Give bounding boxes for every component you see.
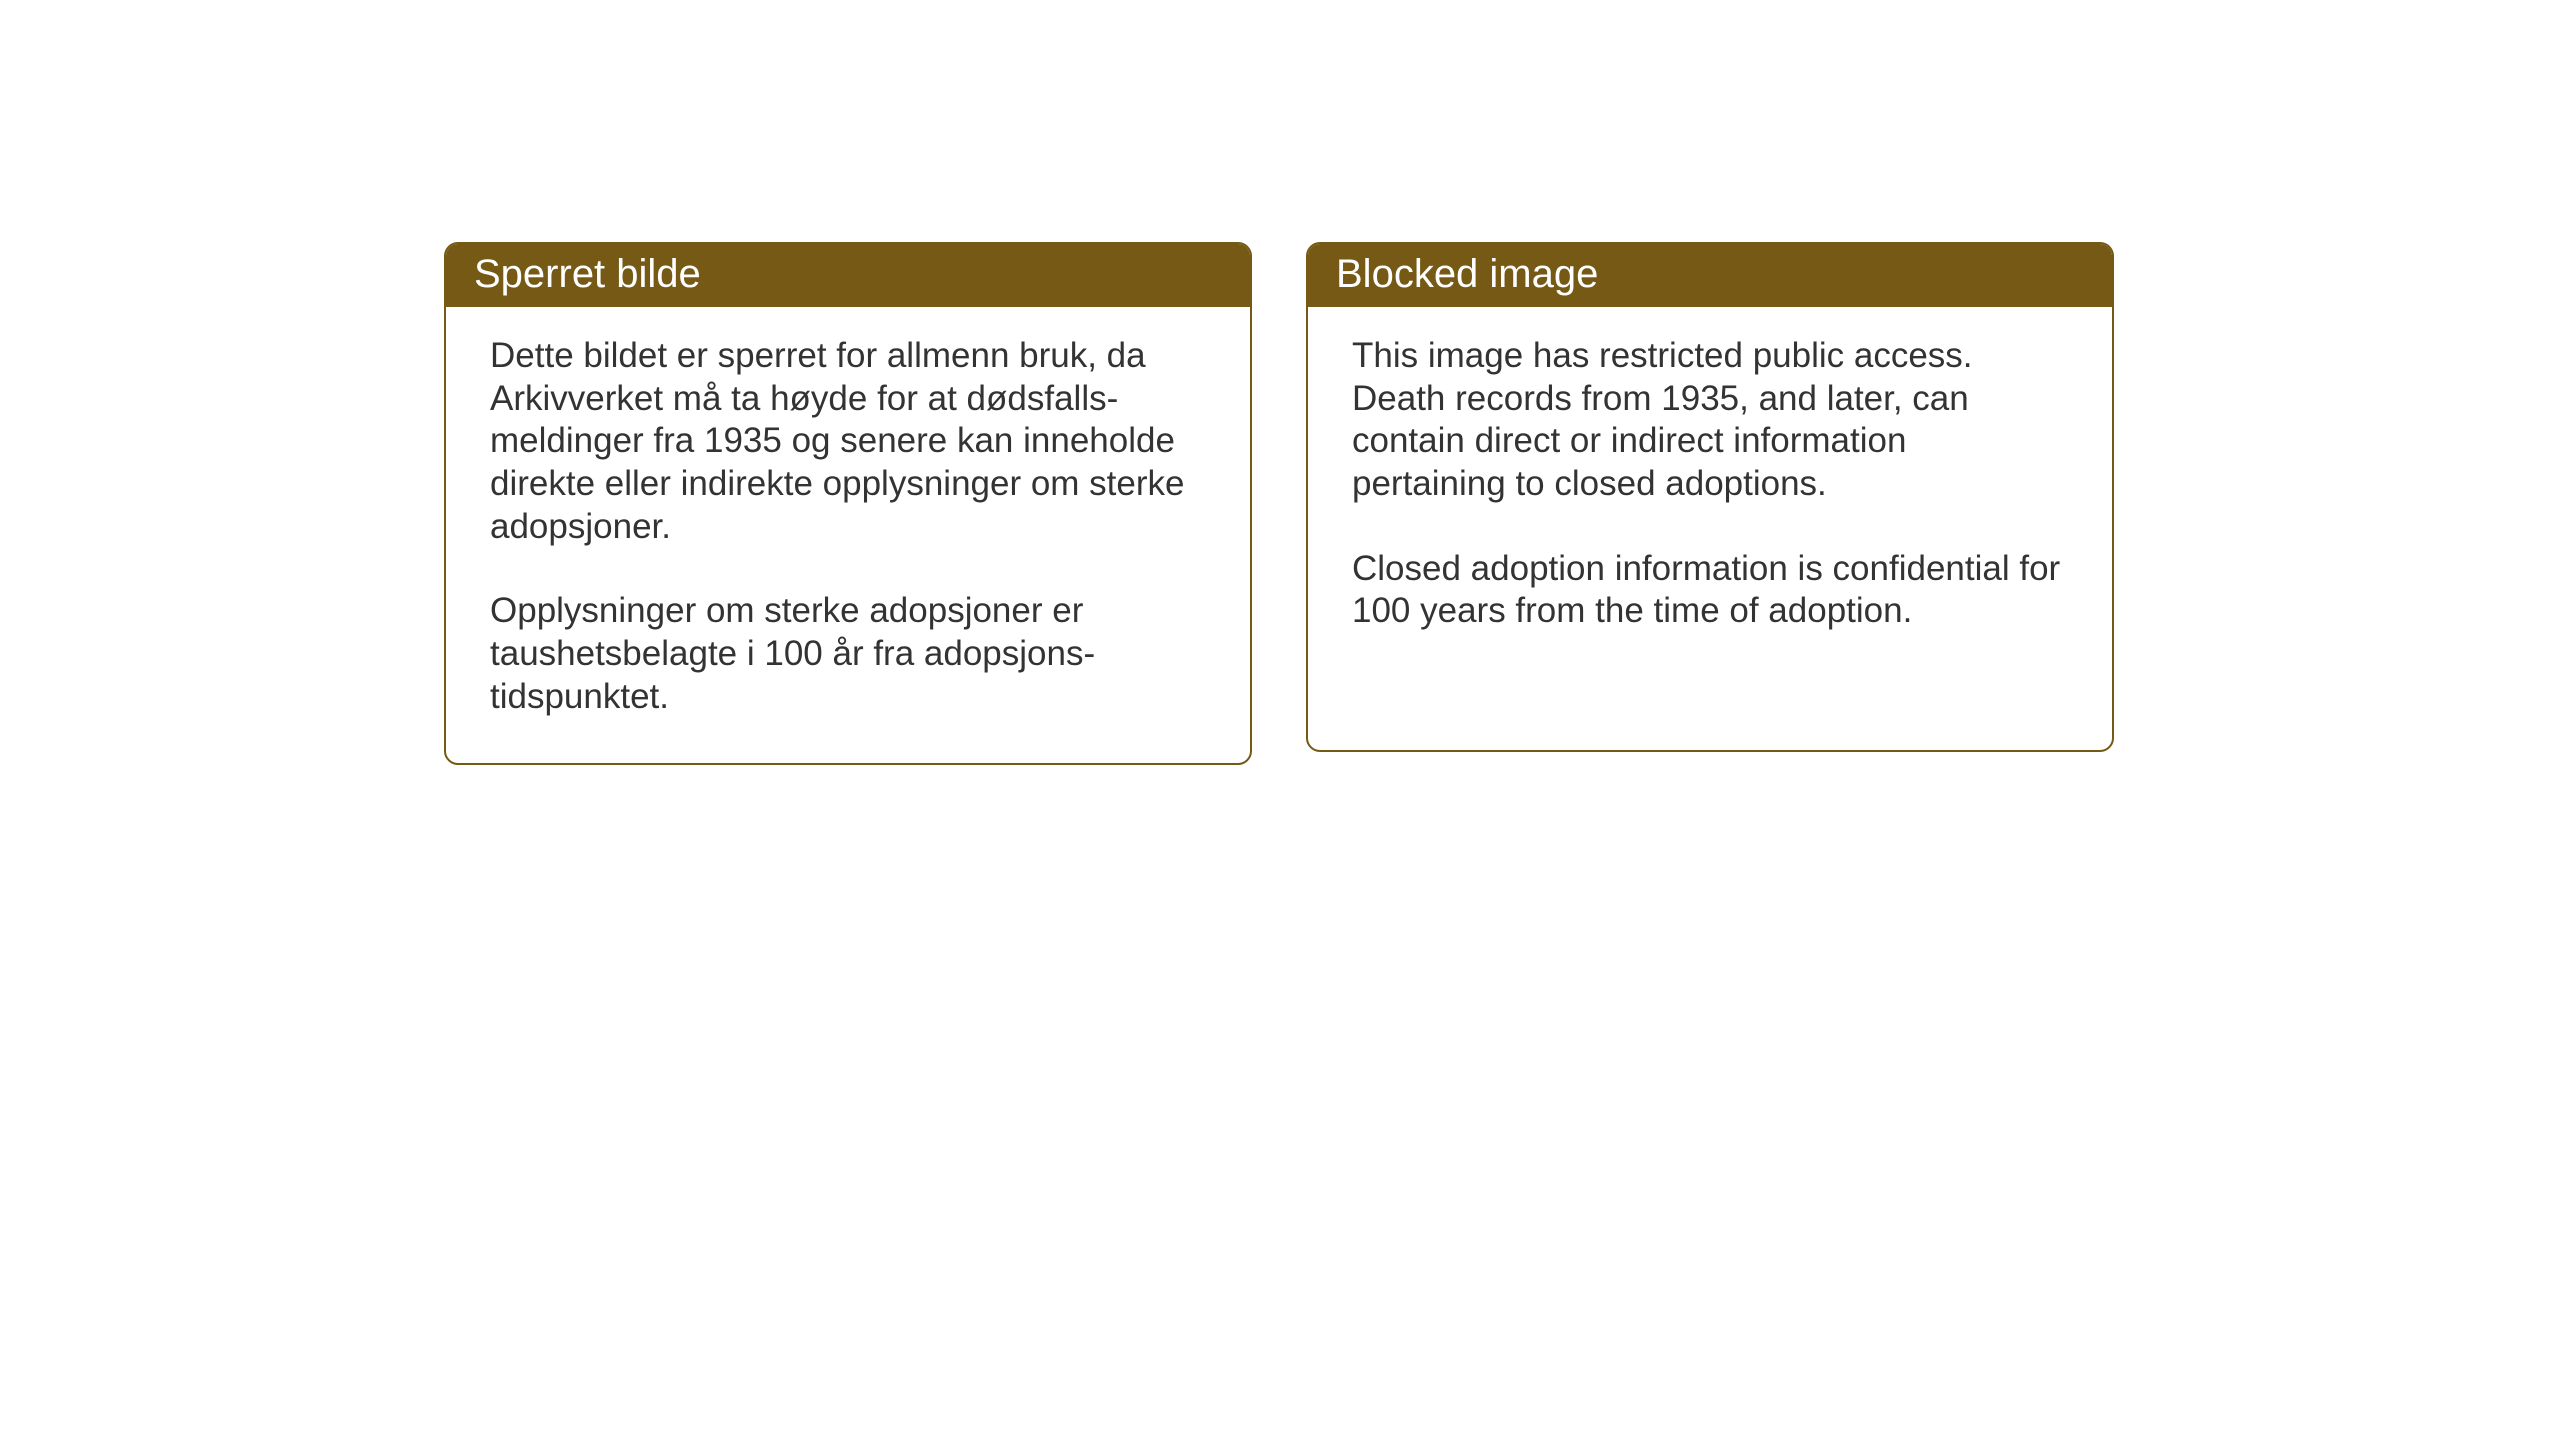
notice-body-english: This image has restricted public access.… (1308, 307, 2112, 677)
notice-card-english: Blocked image This image has restricted … (1306, 242, 2114, 752)
notice-paragraph-2-english: Closed adoption information is confident… (1352, 548, 2068, 633)
notice-body-norwegian: Dette bildet er sperret for allmenn bruk… (446, 307, 1250, 763)
notice-paragraph-2-norwegian: Opplysninger om sterke adopsjoner er tau… (490, 590, 1206, 718)
notice-paragraph-1-norwegian: Dette bildet er sperret for allmenn bruk… (490, 335, 1206, 548)
notice-header-norwegian: Sperret bilde (446, 244, 1250, 307)
notice-container: Sperret bilde Dette bildet er sperret fo… (0, 0, 2560, 765)
notice-header-english: Blocked image (1308, 244, 2112, 307)
notice-card-norwegian: Sperret bilde Dette bildet er sperret fo… (444, 242, 1252, 765)
notice-paragraph-1-english: This image has restricted public access.… (1352, 335, 2068, 506)
